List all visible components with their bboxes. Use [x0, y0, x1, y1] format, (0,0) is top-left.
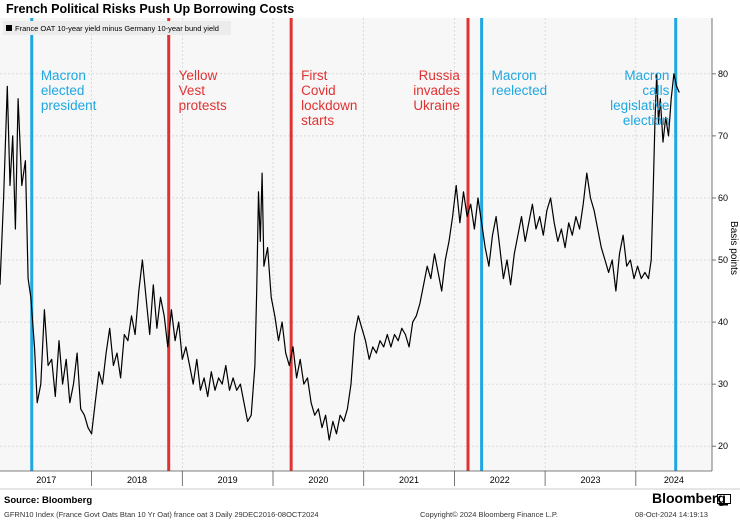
index-description: GFRN10 Index (France Govt Oats Btan 10 Y… [4, 510, 319, 519]
x-tick-label: 2018 [127, 475, 147, 485]
copyright-text: Copyright© 2024 Bloomberg Finance L.P. [420, 510, 558, 519]
y-tick-label: 20 [718, 441, 728, 451]
annotation-text: president [41, 98, 97, 113]
timestamp: 08-Oct-2024 14:19:13 [635, 510, 708, 519]
y-tick-label: 30 [718, 379, 728, 389]
y-tick-label: 50 [718, 255, 728, 265]
legend-swatch [6, 25, 12, 31]
y-tick-label: 70 [718, 131, 728, 141]
annotation-text: protests [179, 98, 227, 113]
source-label: Source: Bloomberg [4, 495, 93, 506]
series-line [0, 73, 680, 441]
annotation-text: Macron [624, 68, 669, 83]
bloomberg-terminal-icon [717, 494, 731, 506]
annotation-text: calls [642, 83, 669, 98]
x-tick-label: 2017 [36, 475, 56, 485]
plot-area [0, 18, 712, 471]
x-axis: 2017 2018 2019 2020 2021 2022 2023 2024 [0, 470, 712, 486]
annotation-text: Yellow [179, 68, 218, 83]
annotation-text: Russia [419, 68, 461, 83]
x-tick-label: 2019 [218, 475, 238, 485]
bloomberg-logo: Bloomberg [652, 490, 726, 506]
event-lines [30, 18, 678, 471]
legend-label: France OAT 10-year yield minus Germany 1… [15, 24, 219, 33]
y-tick-label: 80 [718, 69, 728, 79]
y-tick-label: 40 [718, 317, 728, 327]
x-tick-label: 2023 [580, 475, 600, 485]
gridlines [0, 18, 712, 471]
annotation-text: Ukraine [413, 98, 460, 113]
x-tick-label: 2024 [664, 475, 684, 485]
annotation-text: Covid [301, 83, 336, 98]
y-axis: 20 30 40 50 60 70 80 [711, 18, 728, 471]
annotation-text: lockdown [301, 98, 357, 113]
annotation-text: invades [413, 83, 460, 98]
chart-title: French Political Risks Push Up Borrowing… [6, 2, 295, 16]
y-tick-label: 60 [718, 193, 728, 203]
annotation-text: legislative [610, 98, 669, 113]
x-tick-label: 2022 [490, 475, 510, 485]
event-annotations: MacronelectedpresidentYellowVestprotests… [41, 68, 670, 128]
legend: France OAT 10-year yield minus Germany 1… [3, 21, 231, 35]
x-tick-label: 2021 [399, 475, 419, 485]
annotation-text: election [623, 113, 670, 128]
annotation-text: elected [41, 83, 85, 98]
annotation-text: First [301, 68, 327, 83]
annotation-text: Macron [492, 68, 537, 83]
annotation-text: Macron [41, 68, 86, 83]
annotation-text: starts [301, 113, 334, 128]
annotation-text: reelected [492, 83, 548, 98]
x-tick-label: 2020 [308, 475, 328, 485]
annotation-text: Vest [179, 83, 206, 98]
legend-box [3, 21, 231, 35]
y-axis-title: Basis points [728, 221, 739, 275]
